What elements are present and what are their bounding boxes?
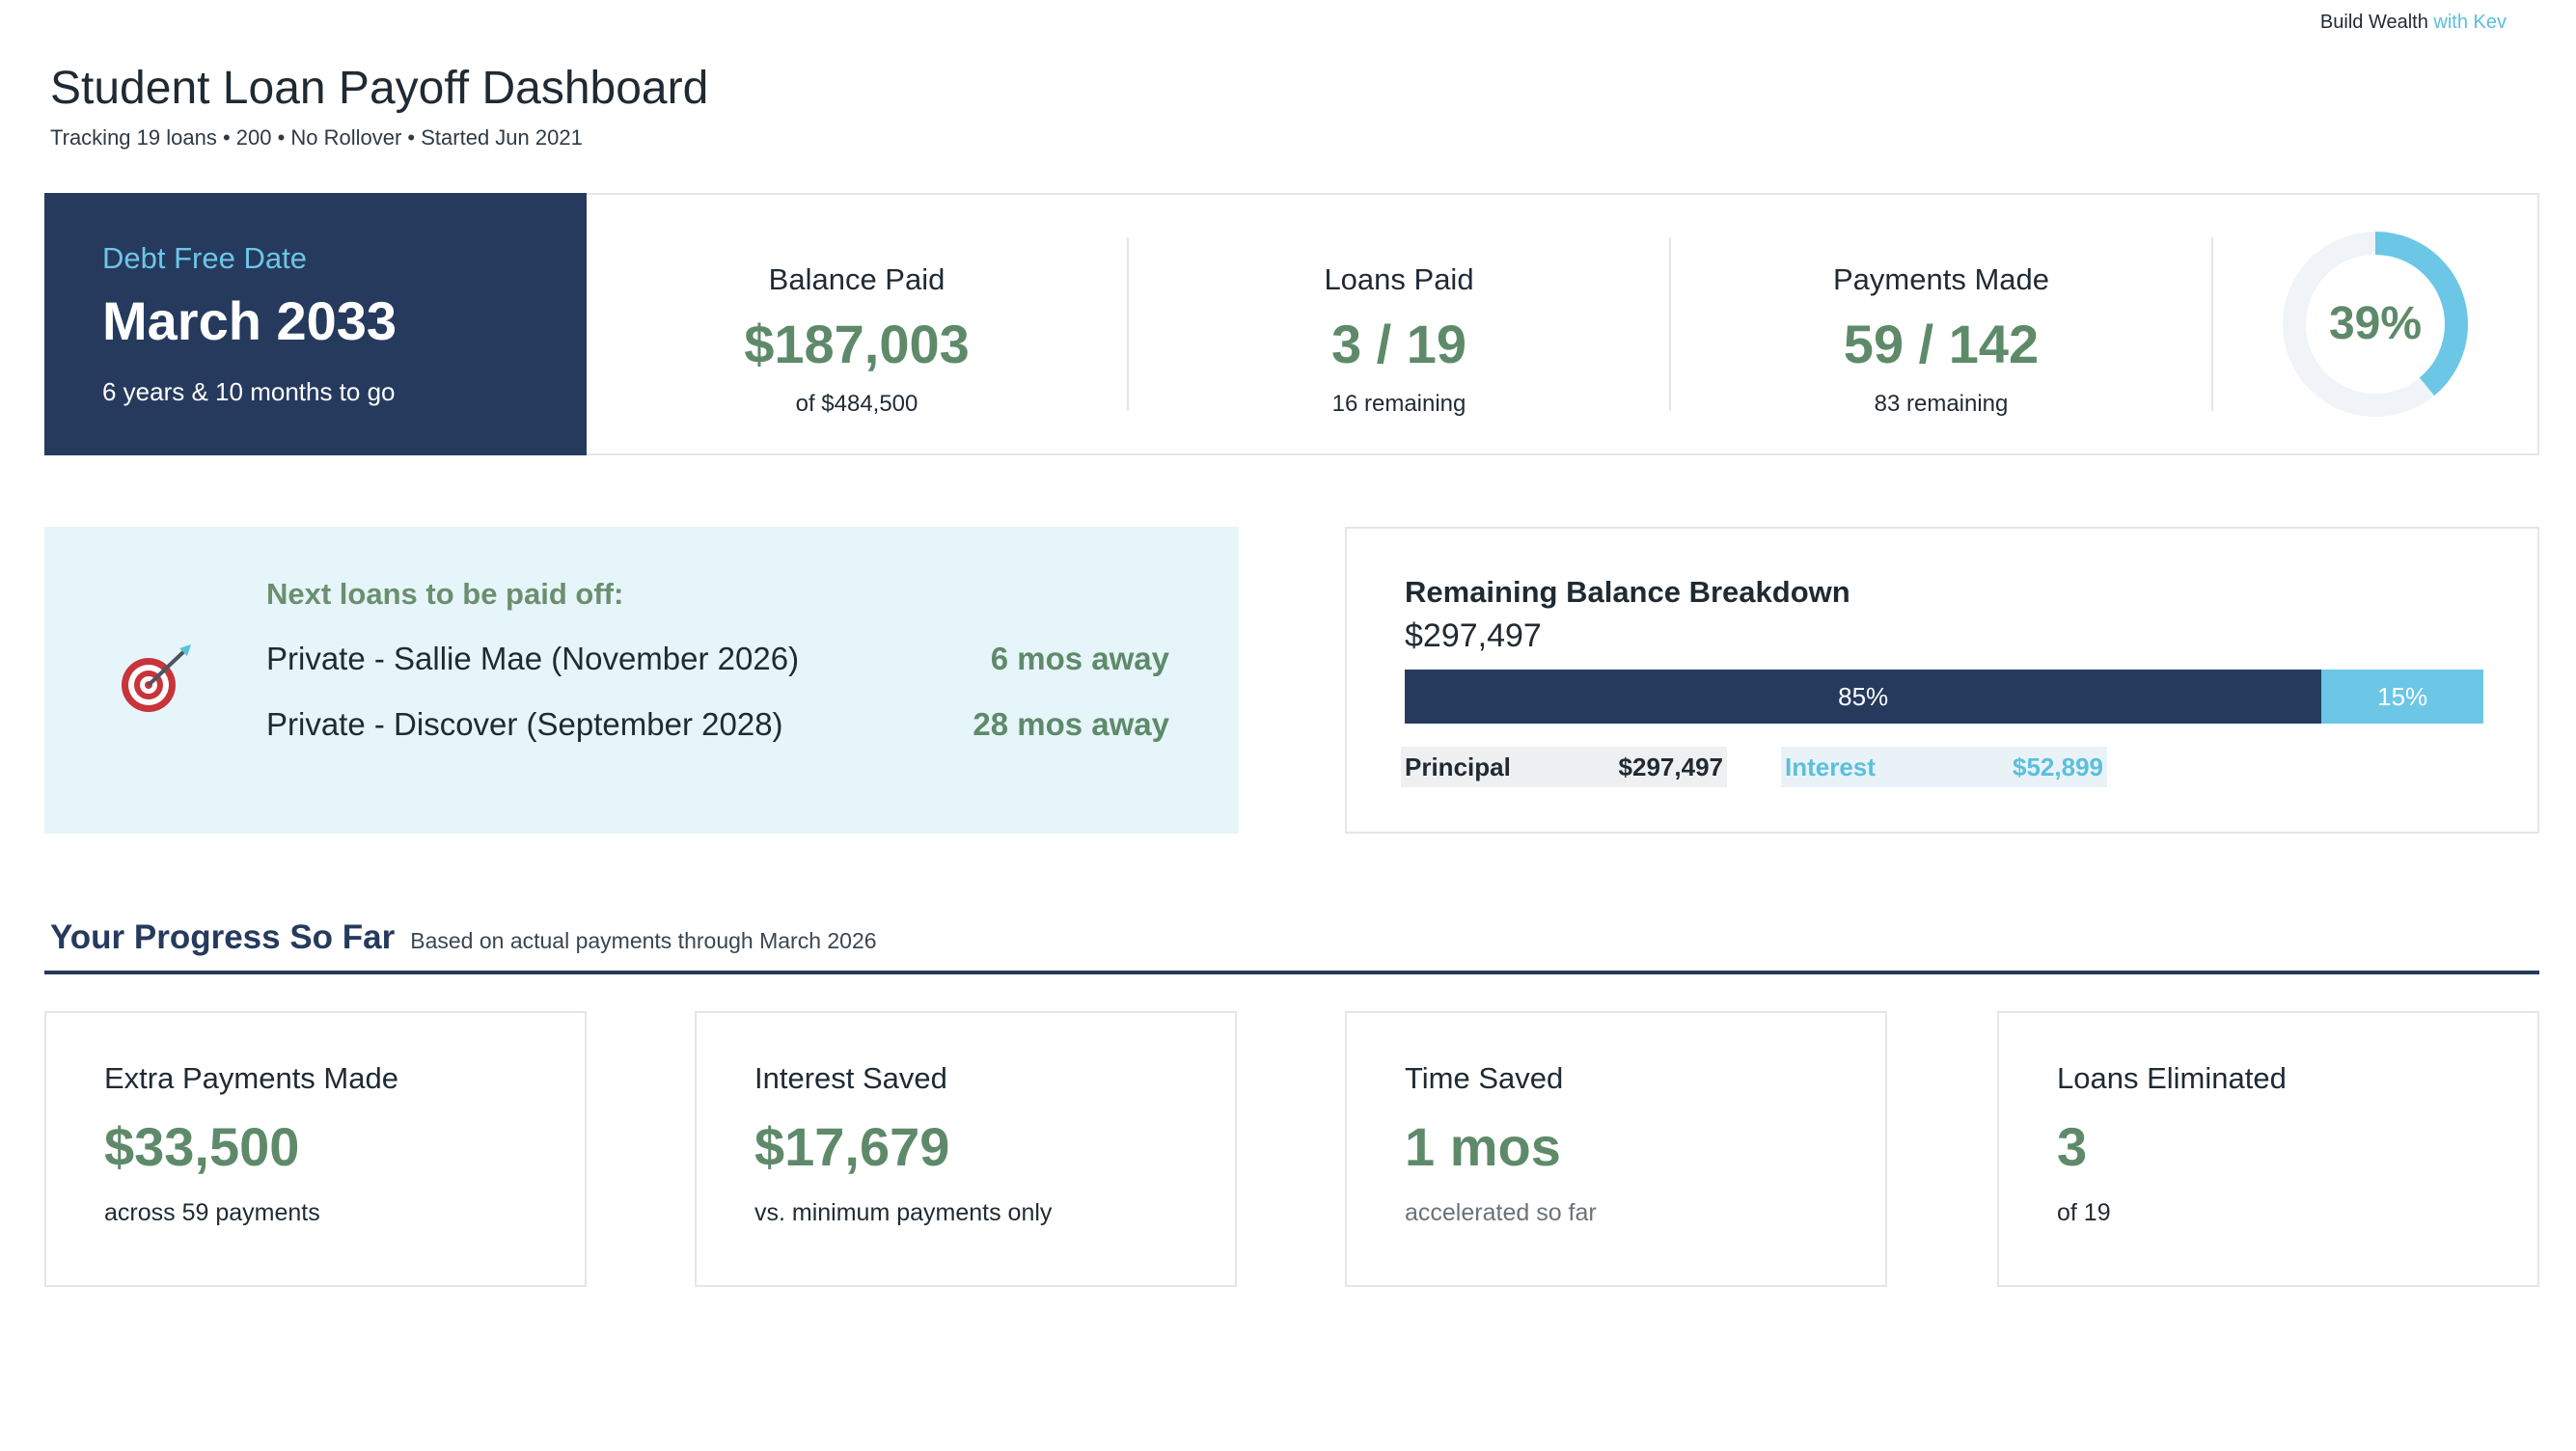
- stat-sub: 16 remaining: [1331, 391, 1466, 417]
- principal-legend-label: Principal: [1405, 752, 1511, 781]
- page-subtitle: Tracking 19 loans • 200 • No Rollover • …: [50, 125, 583, 150]
- balance-paid-stat: Balance Paid $187,003 of $484,500: [587, 195, 1129, 453]
- interest-saved-card: Interest Saved $17,679 vs. minimum payme…: [695, 1011, 1237, 1287]
- progress-card-value: 3: [2057, 1116, 2088, 1177]
- next-loan-row: Private - Sallie Mae (November 2026) 6 m…: [266, 641, 1169, 677]
- progress-donut: 39%: [2281, 230, 2470, 419]
- next-loan-away: 6 mos away: [990, 641, 1169, 676]
- progress-donut-chart: [2283, 232, 2468, 417]
- progress-card-sub: vs. minimum payments only: [754, 1199, 1053, 1226]
- progress-section-header: Your Progress So Far Based on actual pay…: [50, 918, 877, 957]
- progress-divider: [44, 971, 2539, 974]
- principal-legend-value: $297,497: [1618, 752, 1723, 781]
- stat-label: Balance Paid: [768, 262, 945, 296]
- next-loan-away: 28 mos away: [973, 706, 1169, 742]
- debt-free-date: March 2033: [102, 290, 397, 351]
- brand-accent: with Kev: [2433, 12, 2507, 33]
- debt-free-countdown: 6 years & 10 months to go: [102, 377, 396, 406]
- progress-donut-container: 39%: [2213, 195, 2537, 453]
- balance-breakdown-total: $297,497: [1405, 617, 1542, 654]
- payments-made-stat: Payments Made 59 / 142 83 remaining: [1671, 195, 2213, 453]
- next-loan-name: Private - Sallie Mae (November 2026): [266, 641, 800, 676]
- interest-legend-value: $52,899: [2013, 752, 2103, 781]
- next-loans-title: Next loans to be paid off:: [266, 577, 624, 611]
- interest-legend-label: Interest: [1785, 752, 1876, 781]
- stat-label: Payments Made: [1833, 262, 2049, 296]
- loans-eliminated-card: Loans Eliminated 3 of 19: [1997, 1011, 2539, 1287]
- stat-value: 3 / 19: [1330, 314, 1467, 374]
- progress-card-value: $33,500: [104, 1116, 300, 1177]
- progress-section-title: Your Progress So Far: [50, 918, 396, 956]
- interest-legend: Interest $52,899: [1781, 747, 2107, 787]
- brand-label: Build Wealth with Kev: [2320, 12, 2507, 34]
- remaining-balance-card: Remaining Balance Breakdown $297,497 85%…: [1345, 527, 2539, 834]
- progress-card-label: Loans Eliminated: [2057, 1061, 2287, 1095]
- extra-payments-card: Extra Payments Made $33,500 across 59 pa…: [44, 1011, 587, 1287]
- progress-card-value: $17,679: [754, 1116, 950, 1177]
- progress-section-note: Based on actual payments through March 2…: [410, 928, 877, 953]
- progress-card-sub: accelerated so far: [1405, 1199, 1597, 1226]
- target-icon: [122, 644, 191, 712]
- progress-card-value: 1 mos: [1405, 1116, 1561, 1177]
- summary-stats-row: Debt Free Date March 2033 6 years & 10 m…: [44, 193, 2539, 455]
- debt-free-card: Debt Free Date March 2033 6 years & 10 m…: [44, 193, 587, 455]
- interest-segment: 15%: [2321, 670, 2483, 724]
- progress-percent: 39%: [2328, 298, 2423, 349]
- next-loan-row: Private - Discover (September 2028) 28 m…: [266, 706, 1169, 743]
- balance-breakdown-title: Remaining Balance Breakdown: [1405, 575, 1850, 609]
- loans-paid-stat: Loans Paid 3 / 19 16 remaining: [1129, 195, 1671, 453]
- donut-progress-arc: [2283, 232, 2468, 417]
- time-saved-card: Time Saved 1 mos accelerated so far: [1345, 1011, 1887, 1287]
- balance-breakdown-bar: 85% 15%: [1405, 670, 2483, 724]
- page-title: Student Loan Payoff Dashboard: [50, 63, 709, 114]
- stat-value: 59 / 142: [1843, 314, 2040, 374]
- next-loans-panel: Next loans to be paid off: Private - Sal…: [44, 527, 1239, 834]
- progress-card-sub: across 59 payments: [104, 1199, 320, 1226]
- progress-card-label: Time Saved: [1405, 1061, 1564, 1095]
- principal-legend: Principal $297,497: [1401, 747, 1727, 787]
- next-loan-name: Private - Discover (September 2028): [266, 706, 783, 742]
- debt-free-label: Debt Free Date: [102, 241, 307, 275]
- stat-value: $187,003: [744, 314, 970, 374]
- progress-card-sub: of 19: [2057, 1199, 2111, 1226]
- stat-label: Loans Paid: [1324, 262, 1474, 296]
- brand-prefix: Build Wealth: [2319, 12, 2434, 33]
- progress-card-label: Extra Payments Made: [104, 1061, 398, 1095]
- progress-card-label: Interest Saved: [754, 1061, 947, 1095]
- principal-segment: 85%: [1405, 670, 2322, 724]
- stat-sub: 83 remaining: [1874, 391, 2009, 417]
- stat-sub: of $484,500: [795, 391, 918, 417]
